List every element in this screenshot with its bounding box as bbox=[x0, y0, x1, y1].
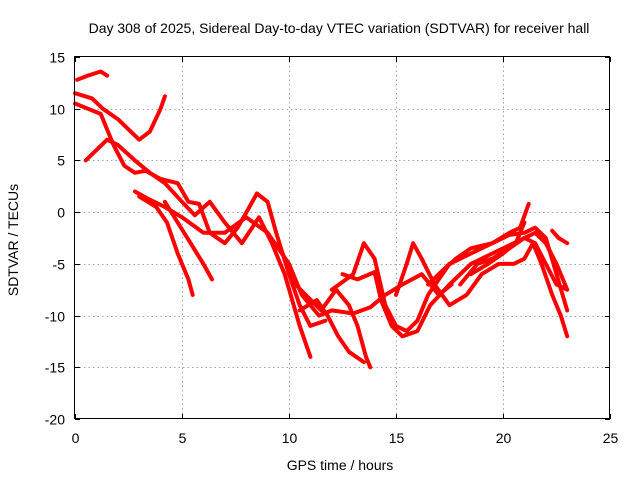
series-line-track-2 bbox=[75, 69, 110, 82]
series-line-track-3 bbox=[73, 101, 328, 328]
series-line-track-6 bbox=[137, 194, 195, 297]
axis-ticks: 0 5 10 15 20 25 15 10 5 0 -5 -10 -15 -20 bbox=[45, 50, 619, 447]
series-line-track-8 bbox=[276, 241, 373, 370]
x-tick-label: 0 bbox=[72, 430, 80, 446]
series-line-track-12 bbox=[394, 241, 570, 339]
y-tick-label: 15 bbox=[49, 50, 65, 66]
series-line-track-16 bbox=[468, 220, 527, 277]
grid-lines bbox=[75, 57, 610, 419]
series-line-track-4 bbox=[83, 137, 313, 359]
x-tick-label: 5 bbox=[179, 430, 187, 446]
x-tick-label: 20 bbox=[496, 430, 512, 446]
y-tick-label: 10 bbox=[49, 102, 65, 118]
series-line-track-9 bbox=[297, 298, 366, 365]
chart-title: Day 308 of 2025, Sidereal Day-to-day VTE… bbox=[89, 20, 590, 36]
x-tick-label: 15 bbox=[389, 430, 405, 446]
series-line-track-15 bbox=[458, 236, 570, 292]
x-axis-label: GPS time / hours bbox=[287, 457, 394, 473]
y-tick-label: 5 bbox=[57, 153, 65, 169]
plot-border bbox=[74, 56, 610, 419]
y-tick-label: -20 bbox=[45, 412, 65, 428]
x-tick-label: 25 bbox=[603, 430, 619, 446]
y-tick-label: -15 bbox=[45, 360, 65, 376]
series-line-track-10 bbox=[329, 241, 452, 334]
series-group bbox=[73, 69, 570, 370]
y-tick-label: 0 bbox=[57, 205, 65, 221]
series-line-track-17 bbox=[550, 228, 570, 246]
series-line-track-1 bbox=[73, 91, 167, 142]
series-line-track-7 bbox=[162, 199, 214, 282]
y-tick-label: -5 bbox=[53, 257, 66, 273]
y-tick-label: -10 bbox=[45, 309, 65, 325]
y-axis-label: SDTVAR / TECUs bbox=[5, 184, 21, 296]
series-line-track-13 bbox=[436, 225, 570, 313]
series-line-track-5 bbox=[132, 189, 454, 318]
x-tick-label: 10 bbox=[282, 430, 298, 446]
